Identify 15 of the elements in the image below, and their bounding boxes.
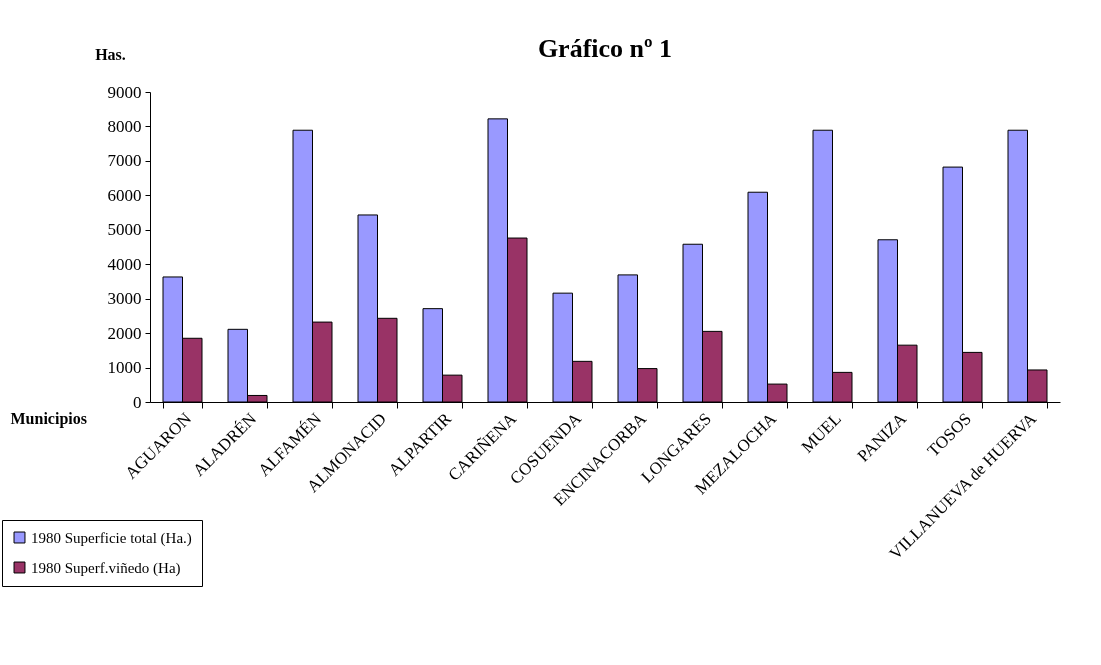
- y-tick-label: 2000: [107, 323, 142, 343]
- y-tick-label: 6000: [107, 185, 142, 205]
- y-axis-title: Has.: [95, 45, 126, 63]
- y-tick-label: 4000: [107, 254, 142, 274]
- y-tick-label: 0: [133, 392, 142, 412]
- y-tick-label: 8000: [107, 116, 142, 136]
- x-axis-title: Municipios: [10, 409, 87, 428]
- y-tick-label: 3000: [107, 289, 142, 309]
- y-tick-label: 1000: [107, 358, 142, 378]
- y-tick-label: 5000: [107, 220, 142, 240]
- legend-label: 1980 Superficie total (Ha.): [31, 529, 192, 547]
- y-tick-label: 9000: [107, 82, 142, 102]
- y-tick-label: 7000: [107, 151, 142, 171]
- chart-title: Gráfico nº 1: [537, 34, 673, 63]
- legend-label: 1980 Superf.viñedo (Ha): [31, 559, 181, 577]
